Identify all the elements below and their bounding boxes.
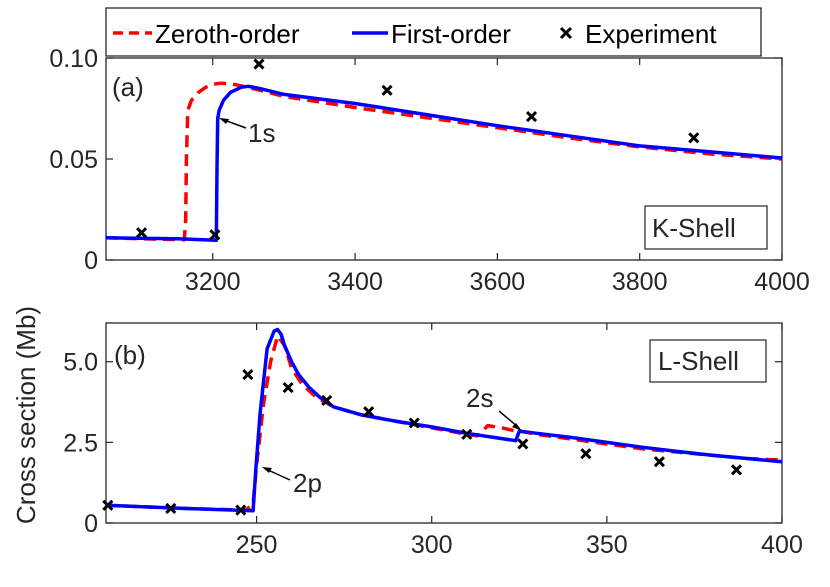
experiment-point — [321, 394, 333, 406]
experiment-point — [242, 369, 254, 381]
x-tick-label: 4000 — [754, 268, 810, 296]
experiment-point — [282, 381, 294, 394]
panel-b-shell-label-box: L-Shell — [649, 339, 767, 383]
x-tick-label: 350 — [586, 531, 628, 559]
panel-b-l-shell: 250 300 350 400 0 2.5 5.0 (b) L-Shell 2p 2s — [63, 322, 803, 559]
annotation-2s-label: 2s — [466, 383, 493, 413]
panel-a-k-shell: 3200 3400 3600 3800 4000 0 0.05 0.10 (a) K-Shel… — [49, 45, 809, 296]
annotation-1s-label: 1s — [248, 118, 275, 148]
experiment-point — [653, 456, 665, 468]
experiment-point — [525, 111, 538, 123]
experiment-point — [209, 229, 221, 241]
y-axis-label: Cross section (Mb) — [11, 306, 41, 524]
y-tick-label: 0 — [84, 247, 98, 275]
y-tick-label: 0.10 — [49, 45, 98, 73]
panel-a-label: (a) — [112, 72, 144, 102]
panel-b-series — [102, 327, 782, 516]
first-order-line — [106, 84, 782, 242]
y-tick-label: 0 — [84, 510, 98, 538]
annotation-1s: 1s — [219, 118, 275, 148]
y-tick-label: 5.0 — [63, 349, 98, 377]
experiment-point — [235, 504, 247, 516]
annotation-2s: 2s — [466, 383, 522, 431]
experiment-point — [517, 438, 529, 450]
panel-b-shell-label: L-Shell — [658, 346, 739, 376]
x-tick-label: 3200 — [185, 268, 241, 296]
y-tick-label: 0.05 — [49, 146, 98, 174]
legend-box — [105, 7, 762, 57]
zeroth-order-line — [106, 81, 782, 242]
x-tick-label: 3400 — [327, 268, 383, 296]
legend: Zeroth-order First-order Experiment — [105, 7, 762, 57]
experiment-point — [381, 84, 393, 96]
x-tick-label: 400 — [761, 531, 803, 559]
experiment-point — [102, 499, 114, 511]
x-tick-label: 250 — [236, 531, 278, 559]
experiment-point — [363, 406, 375, 418]
legend-zeroth-label: Zeroth-order — [155, 19, 300, 49]
x-tick-label: 300 — [411, 531, 453, 559]
panel-a-ticks: 3200 3400 3600 3800 4000 0 0.05 0.10 — [49, 45, 809, 296]
experiment-point — [461, 428, 473, 440]
y-tick-label: 2.5 — [63, 429, 98, 457]
panel-a-shell-label-box: K-Shell — [644, 205, 768, 250]
experiment-point — [136, 227, 148, 239]
legend-experiment-label: Experiment — [585, 19, 717, 49]
panel-b-label: (b) — [114, 340, 146, 370]
experiment-point — [408, 417, 420, 429]
legend-first-label: First-order — [391, 19, 511, 49]
panel-a-series — [106, 58, 782, 242]
experiment-point — [253, 58, 265, 70]
experiment-point — [165, 502, 177, 515]
x-tick-label: 3800 — [612, 268, 668, 296]
panel-b-ticks: 250 300 350 400 0 2.5 5.0 — [63, 323, 803, 559]
panel-a-shell-label: K-Shell — [652, 213, 736, 243]
first-order-line — [106, 327, 782, 513]
x-tick-label: 3600 — [470, 268, 526, 296]
experiment-point — [688, 132, 700, 144]
legend-experiment-marker — [559, 26, 573, 40]
annotation-2p-label: 2p — [293, 468, 322, 498]
experiment-point — [580, 448, 592, 460]
annotation-2p: 2p — [262, 467, 322, 498]
experiment-point — [730, 464, 743, 476]
